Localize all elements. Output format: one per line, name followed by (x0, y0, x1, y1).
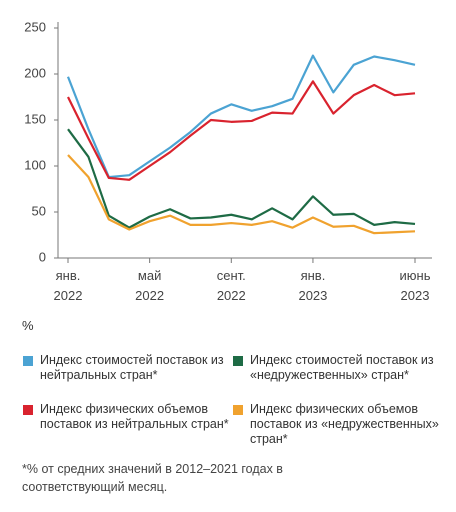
y-tick-label: 100 (24, 157, 46, 172)
series-line (66, 54, 416, 179)
legend-item: Индекс физических объемов поставок из «н… (233, 402, 440, 447)
plot: 0 50 100 150 200 250 (24, 19, 432, 264)
x-tick-label: июнь 2023 (399, 268, 431, 303)
legend-swatch (23, 356, 33, 366)
legend-swatch (23, 405, 33, 415)
x-tick-label: янв. 2022 (53, 268, 83, 303)
unit-label: % (22, 318, 34, 333)
series-line (67, 128, 416, 229)
legend-item: Индекс стоимостей поставок из «недружест… (233, 353, 440, 383)
y-tick-label: 200 (24, 65, 46, 80)
y-tick-label: 0 (39, 249, 46, 264)
y-tick-label: 50 (32, 203, 46, 218)
series-line (67, 154, 416, 235)
x-tick-label: май 2022 (135, 268, 165, 303)
series-line (67, 80, 416, 181)
x-tick-label: сент. 2022 (216, 268, 246, 303)
legend-swatch (233, 405, 243, 415)
legend-swatch (233, 356, 243, 366)
legend-item: Индекс физических объемов поставок из не… (23, 402, 230, 432)
x-tick-label: янв. 2023 (298, 268, 328, 303)
footnote: *% от средних значений в 2012–2021 годах… (22, 462, 283, 494)
legend-item: Индекс стоимостей поставок из нейтральны… (23, 353, 230, 383)
y-tick-label: 150 (24, 111, 46, 126)
y-tick-label: 250 (24, 19, 46, 34)
